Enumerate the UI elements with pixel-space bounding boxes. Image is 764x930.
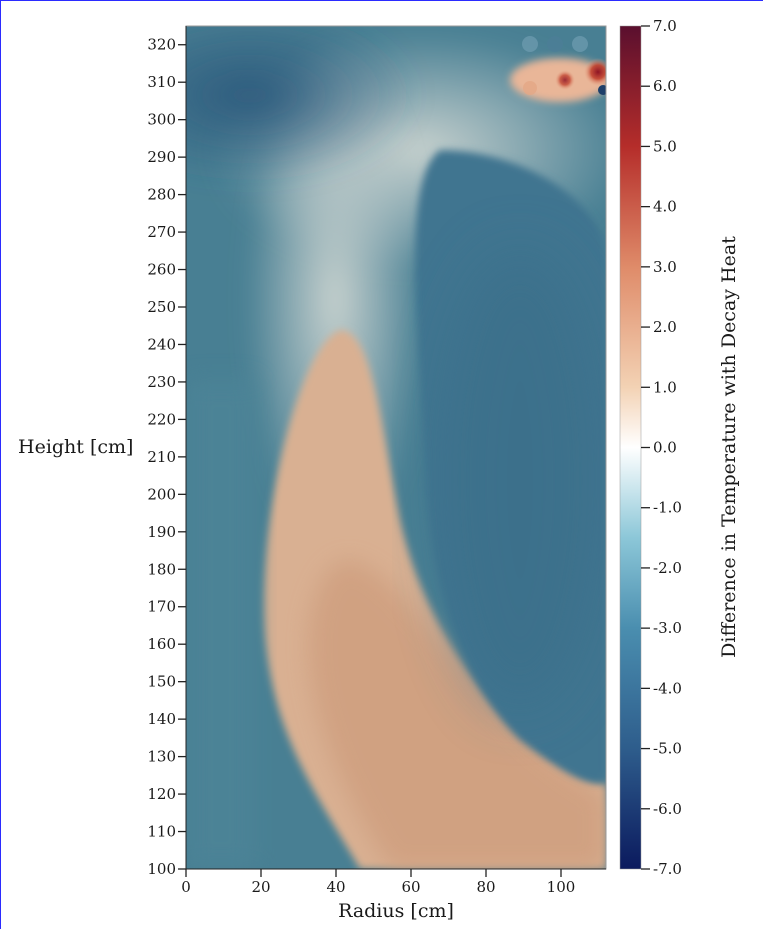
- y-tick-label: 210: [147, 448, 176, 466]
- y-tick-label: 120: [147, 785, 176, 803]
- y-axis-title: Height [cm]: [18, 436, 133, 458]
- y-tick-label: 270: [147, 223, 176, 241]
- colorbar-title: Difference in Temperature with Decay Hea…: [718, 236, 740, 658]
- y-tick-label: 230: [147, 373, 176, 391]
- y-tick-label: 300: [147, 111, 176, 129]
- y-tick-label: 280: [147, 186, 176, 204]
- warm-plume-core: [308, 560, 606, 869]
- colorbar-tick-label: 4.0: [653, 198, 677, 216]
- colorbar: [619, 25, 642, 870]
- colorbar-tick-label: 5.0: [653, 137, 677, 155]
- x-tick-label: 60: [401, 878, 420, 896]
- y-tick-label: 290: [147, 148, 176, 166]
- colorbar-tick-label: 0.0: [653, 439, 677, 457]
- hotspot-tertiary: [523, 81, 537, 95]
- y-tick-label: 130: [147, 748, 176, 766]
- y-axis: 100 110 120 130 140 150 160 170 180 190 200 210 220 2…: [147, 26, 187, 878]
- x-tick-label: 80: [476, 878, 495, 896]
- upper-left-cold-region: [186, 26, 420, 185]
- colorbar-tick-label: 7.0: [653, 17, 677, 35]
- x-axis: 0 20 40 60 80 100: [181, 868, 606, 896]
- y-tick-label: 240: [147, 335, 176, 353]
- x-tick-label: 0: [181, 878, 191, 896]
- cold-corner-dot: [598, 85, 606, 95]
- x-tick-label: 40: [326, 878, 345, 896]
- checker-dot-2: [547, 36, 563, 52]
- y-tick-label: 170: [147, 598, 176, 616]
- colorbar-tick-label: 3.0: [653, 258, 677, 276]
- hotspot-core: [584, 58, 606, 86]
- y-tick-label: 150: [147, 673, 176, 691]
- y-tick-label: 100: [147, 860, 176, 878]
- y-tick-label: 160: [147, 635, 176, 653]
- colorbar-tick-label: -5.0: [653, 740, 682, 758]
- x-tick-label: 20: [251, 878, 270, 896]
- y-tick-label: 180: [147, 560, 176, 578]
- colorbar-tick-label: 6.0: [653, 77, 677, 95]
- y-tick-label: 140: [147, 710, 176, 728]
- colorbar-tick-label: -6.0: [653, 800, 682, 818]
- colorbar-tick-label: -3.0: [653, 619, 682, 637]
- checker-dot-1: [522, 36, 538, 52]
- colorbar-tick-label: -2.0: [653, 559, 682, 577]
- y-tick-label: 320: [147, 36, 176, 54]
- colorbar-tick-label: -7.0: [653, 860, 682, 878]
- temperature-field: [186, 26, 606, 869]
- y-tick-label: 110: [147, 823, 176, 841]
- colorbar-tick-label: 2.0: [653, 318, 677, 336]
- y-tick-label: 250: [147, 298, 176, 316]
- hotspot-secondary: [555, 70, 575, 90]
- x-axis-title: Radius [cm]: [338, 900, 454, 922]
- left-edge-band: [186, 380, 256, 869]
- checker-dot-3: [572, 36, 588, 52]
- y-tick-label: 260: [147, 261, 176, 279]
- y-tick-label: 190: [147, 523, 176, 541]
- y-tick-label: 200: [147, 485, 176, 503]
- right-cold-core: [440, 250, 600, 710]
- colorbar-tick-label: -1.0: [653, 499, 682, 517]
- colorbar-tick-label: -4.0: [653, 679, 682, 697]
- y-tick-label: 220: [147, 410, 176, 428]
- y-tick-label: 310: [147, 73, 176, 91]
- colorbar-ticks: 7.0 6.0 5.0 4.0 3.0 2.0 1.0 0.0 -1.0 -2.0 -3.0 -4.0…: [641, 17, 682, 878]
- colorbar-tick-label: 1.0: [653, 378, 677, 396]
- x-tick-label: 100: [547, 878, 576, 896]
